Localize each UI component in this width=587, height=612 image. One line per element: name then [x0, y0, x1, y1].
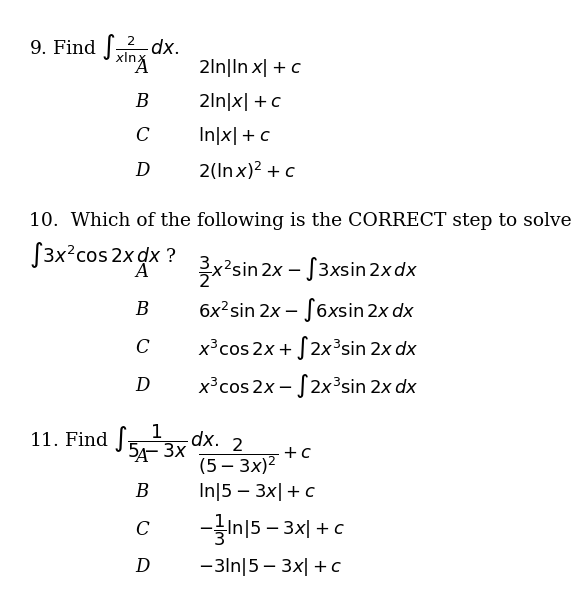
Text: $\dfrac{2}{(5-3x)^2}+c$: $\dfrac{2}{(5-3x)^2}+c$	[198, 436, 312, 477]
Text: $6x^2\sin 2x - \int 6x\sin 2x\,dx$: $6x^2\sin 2x - \int 6x\sin 2x\,dx$	[198, 296, 416, 324]
Text: $2\ln|\ln x|+c$: $2\ln|\ln x|+c$	[198, 57, 302, 79]
Text: A: A	[136, 263, 149, 281]
Text: A: A	[136, 59, 149, 77]
Text: $\ln|5-3x|+c$: $\ln|5-3x|+c$	[198, 481, 316, 503]
Text: C: C	[136, 339, 150, 357]
Text: B: B	[136, 92, 149, 111]
Text: 9. Find $\int\frac{2}{x\ln x}\,dx$.: 9. Find $\int\frac{2}{x\ln x}\,dx$.	[29, 33, 180, 65]
Text: $\int 3x^2\cos 2x\,dx$ ?: $\int 3x^2\cos 2x\,dx$ ?	[29, 240, 176, 269]
Text: $2(\ln x)^2+c$: $2(\ln x)^2+c$	[198, 160, 296, 182]
Text: A: A	[136, 448, 149, 466]
Text: $-\dfrac{1}{3}\ln|5-3x|+c$: $-\dfrac{1}{3}\ln|5-3x|+c$	[198, 513, 345, 548]
Text: B: B	[136, 483, 149, 501]
Text: $\ln|x|+c$: $\ln|x|+c$	[198, 125, 271, 147]
Text: C: C	[136, 127, 150, 144]
Text: D: D	[136, 378, 150, 395]
Text: D: D	[136, 162, 150, 180]
Text: $x^3\cos 2x - \int 2x^3\sin 2x\,dx$: $x^3\cos 2x - \int 2x^3\sin 2x\,dx$	[198, 373, 418, 400]
Text: $2\ln|x|+c$: $2\ln|x|+c$	[198, 91, 282, 113]
Text: B: B	[136, 301, 149, 319]
Text: 10.  Which of the following is the CORRECT step to solve: 10. Which of the following is the CORREC…	[29, 212, 571, 230]
Text: 11. Find $\int\dfrac{1}{5-3x}\,dx.$: 11. Find $\int\dfrac{1}{5-3x}\,dx.$	[29, 422, 220, 460]
Text: C: C	[136, 521, 150, 539]
Text: $-3\ln|5-3x|+c$: $-3\ln|5-3x|+c$	[198, 556, 342, 578]
Text: $x^3\cos 2x + \int 2x^3\sin 2x\,dx$: $x^3\cos 2x + \int 2x^3\sin 2x\,dx$	[198, 334, 418, 362]
Text: D: D	[136, 558, 150, 577]
Text: $\dfrac{3}{2}x^2\sin 2x - \int 3x\sin 2x\,dx$: $\dfrac{3}{2}x^2\sin 2x - \int 3x\sin 2x…	[198, 254, 417, 289]
